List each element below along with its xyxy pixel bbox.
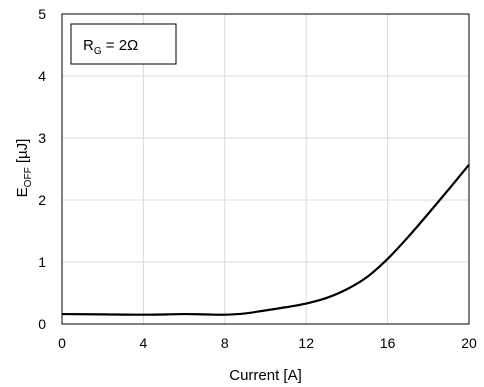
x-axis-title: Current [A] xyxy=(229,367,302,384)
series-lines xyxy=(61,163,470,316)
y-tick-label: 4 xyxy=(38,68,46,84)
annotation-frame xyxy=(70,23,177,65)
grid xyxy=(62,14,469,324)
y-tick-label: 1 xyxy=(38,254,46,270)
series-line-eoff xyxy=(61,163,470,316)
y-tick-label: 0 xyxy=(38,316,46,332)
x-tick-label: 12 xyxy=(298,335,314,351)
y-axis-title-sub: OFF xyxy=(23,167,34,187)
annotation-text: RG = 2Ω xyxy=(83,37,138,57)
y-axis-title: EOFF [µJ] xyxy=(14,139,34,198)
y-axis-title-unit: [µJ] xyxy=(14,139,31,168)
y-tick-label: 3 xyxy=(38,130,46,146)
annotation-sub: G xyxy=(94,46,102,57)
y-tick-label: 2 xyxy=(38,192,46,208)
annotation-box: RG = 2Ω xyxy=(70,23,177,65)
y-tick-labels: 0 1 2 3 4 5 xyxy=(38,6,46,332)
y-tick-label: 5 xyxy=(38,6,46,22)
x-tick-label: 20 xyxy=(461,335,477,351)
annotation-rest: = 2Ω xyxy=(102,37,139,54)
x-tick-label: 16 xyxy=(380,335,396,351)
x-tick-label: 4 xyxy=(140,335,148,351)
y-axis-title-main: E xyxy=(14,187,31,197)
annotation-main: R xyxy=(83,37,94,54)
x-tick-labels: 0 4 8 12 16 20 xyxy=(58,335,477,351)
x-tick-label: 0 xyxy=(58,335,66,351)
x-tick-label: 8 xyxy=(221,335,229,351)
plot-frame xyxy=(61,13,470,325)
